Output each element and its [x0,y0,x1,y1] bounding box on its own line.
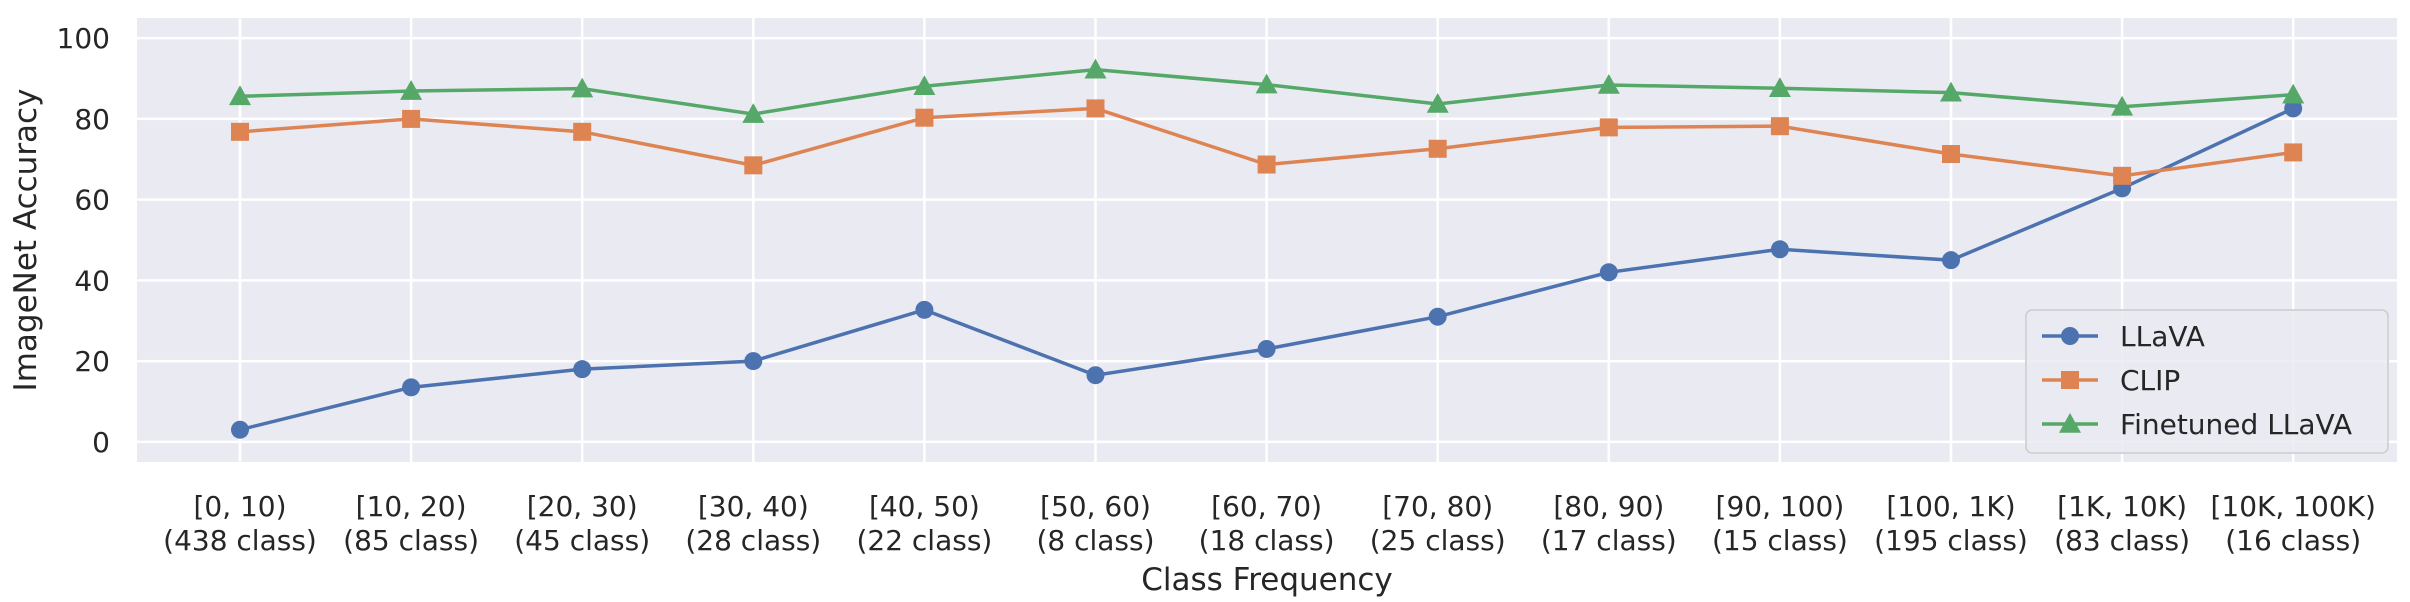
y-axis-label: ImageNet Accuracy [8,89,44,392]
series-lines [229,58,2305,439]
data-point [1768,77,1791,98]
data-point [913,75,936,96]
legend-marker [2059,413,2081,433]
data-point [1426,92,1449,113]
data-point [231,420,249,439]
x-tick-label: [100, 1K) [1886,490,2015,523]
x-tick-sublabel: (16 class) [2225,524,2361,557]
x-tick-sublabel: (17 class) [1541,524,1677,557]
legend-label: LLaVA [2120,320,2205,353]
data-point [742,103,765,123]
data-point [231,122,249,141]
data-point [1428,307,1447,326]
data-point [1084,58,1107,79]
x-tick-label: [90, 100) [1716,490,1845,523]
data-point [1599,263,1618,282]
data-point [1257,155,1276,174]
y-tick-label: 0 [92,426,110,459]
data-point [744,156,763,175]
x-tick-label: [80, 90) [1553,490,1664,523]
x-tick-labels: [0, 10)(438 class) [10, 20)(85 class) [20,… [163,490,2376,557]
y-tick-label: 100 [57,22,110,55]
x-tick-sublabel: (28 class) [685,524,821,557]
data-point [2113,166,2132,185]
y-tick-label: 20 [74,345,110,378]
x-tick-sublabel: (438 class) [163,524,317,557]
data-point [2284,143,2303,162]
data-point [1599,118,1618,137]
data-point [1257,339,1276,358]
data-point [1086,99,1105,118]
data-point [573,360,592,379]
x-tick-sublabel: (195 class) [1874,524,2028,557]
x-tick-sublabel: (8 class) [1036,524,1154,557]
data-point [229,85,251,106]
data-point [402,109,421,128]
legend-box [2025,309,2389,454]
data-point [400,80,423,100]
x-tick-label: [0, 10) [193,490,286,523]
x-tick-label: [1K, 10K) [2057,490,2187,523]
y-tick-label: 60 [74,184,110,217]
data-point [1428,139,1447,158]
data-point [744,352,763,371]
legend: LLaVA CLIP Finetuned LLaVA [2025,309,2389,454]
data-point [1086,366,1105,385]
legend-label: Finetuned LLaVA [2120,408,2352,441]
data-point [571,77,594,98]
x-tick-sublabel: (85 class) [343,524,479,557]
data-point [915,108,934,127]
x-tick-label: [10, 20) [356,490,467,523]
data-point [573,122,592,141]
data-point [2111,95,2134,116]
x-tick-sublabel: (15 class) [1712,524,1848,557]
x-tick-label: [30, 40) [698,490,809,523]
legend-marker [2061,327,2079,345]
data-point [1942,145,1960,164]
y-tick-label: 80 [74,103,110,136]
x-tick-label: [10K, 100K) [2210,490,2375,523]
x-tick-sublabel: (18 class) [1199,524,1335,557]
data-point [1770,240,1789,259]
data-point [2282,83,2305,104]
legend-marker [2061,371,2079,389]
x-tick-sublabel: (83 class) [2054,524,2190,557]
series-finetuned-llava [229,58,2305,123]
x-tick-label: [20, 30) [527,490,638,523]
x-tick-sublabel: (25 class) [1370,524,1506,557]
series-llava [231,99,2303,439]
x-tick-label: [70, 80) [1382,490,1493,523]
data-point [1770,117,1789,136]
data-point [915,300,934,319]
data-point [1597,74,1620,94]
x-tick-label: [40, 50) [869,490,980,523]
y-tick-label: 40 [74,264,110,297]
x-tick-label: [60, 70) [1211,490,1322,523]
legend-item: CLIP [2042,364,2180,397]
data-point [1942,251,1960,270]
data-point [402,378,421,397]
y-tick-labels: 0 20 40 60 80 100 [57,22,110,459]
x-axis-label: Class Frequency [1141,562,1393,598]
data-point [1255,73,1278,94]
legend-label: CLIP [2120,364,2180,397]
x-tick-sublabel: (22 class) [856,524,992,557]
legend-item: Finetuned LLaVA [2042,408,2352,441]
series-clip [231,99,2303,185]
x-tick-label: [50, 60) [1040,490,1151,523]
data-point [2284,99,2303,118]
legend-item: LLaVA [2042,320,2205,353]
x-tick-sublabel: (45 class) [514,524,650,557]
data-point [1940,81,1962,102]
